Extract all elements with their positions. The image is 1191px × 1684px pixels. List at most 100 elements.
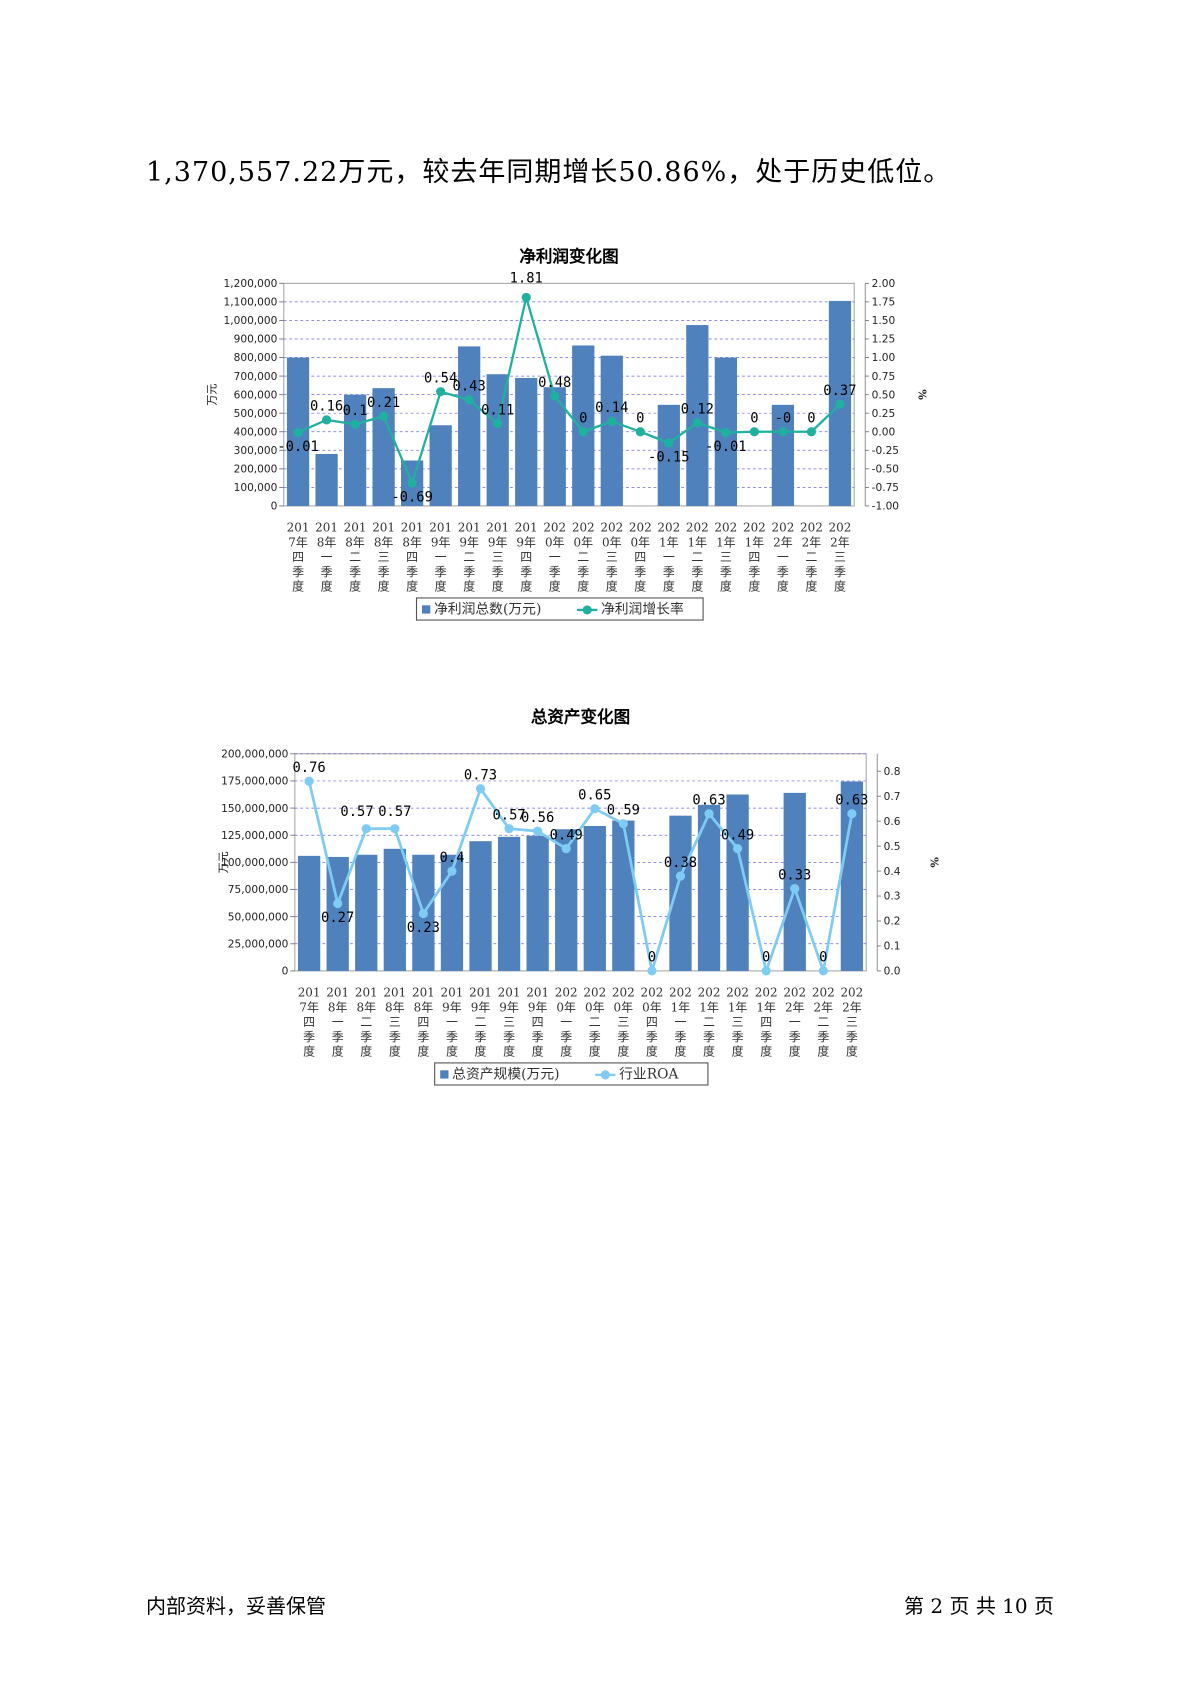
data-label-9: 0.48	[538, 375, 571, 391]
bar-13	[657, 404, 680, 506]
data-label-12: 0	[648, 950, 656, 966]
x-tick-label-19: 202 2年三季度	[840, 986, 863, 1059]
line-point-5	[436, 387, 446, 397]
data-label-15: 0.49	[721, 827, 754, 843]
x-tick-label-7: 201 9年三季度	[486, 521, 509, 594]
line-point-16	[761, 966, 771, 976]
bar-7	[486, 374, 509, 506]
total-assets-chart: 总资产变化图 0 25,000,000 50,000,000 75,000,000 100…	[175, 707, 1055, 1177]
y-tick-label: 200,000	[234, 464, 278, 476]
x-tick-label-17: 202 2年一季度	[783, 986, 806, 1059]
y2-tick-label: 0.0	[884, 966, 901, 978]
x-tick-label-3: 201 8年三季度	[372, 521, 395, 594]
x-tick-label-1: 201 8年一季度	[326, 986, 349, 1059]
data-label-4: 0.23	[407, 920, 440, 936]
data-label-15: -0.01	[705, 439, 747, 455]
bar-10	[572, 345, 595, 506]
y2-tick-label: 0.7	[884, 791, 901, 803]
bar-17	[783, 792, 806, 971]
line-point-3	[379, 411, 389, 421]
line-point-6	[464, 395, 474, 405]
x-tick-label-6: 201 9年二季度	[458, 521, 481, 594]
data-label-6: 0.73	[464, 768, 497, 784]
line-point-18	[806, 427, 817, 437]
bar-9	[555, 829, 578, 971]
y2-tick-label: 0.4	[884, 866, 901, 878]
data-label-18: 0	[819, 950, 827, 966]
data-label-3: 0.57	[378, 804, 411, 820]
x-tick-label-9: 202 0年一季度	[543, 521, 566, 594]
y-tick-label: 900,000	[234, 334, 278, 346]
line-point-12	[635, 427, 645, 437]
x-tick-label-12: 202 0年四季度	[641, 986, 664, 1059]
line-point-0	[304, 776, 314, 786]
x-tick-label-2: 201 8年二季度	[344, 521, 367, 594]
y-tick-label: 0	[271, 501, 278, 513]
x-tick-label-14: 202 1年二季度	[698, 986, 721, 1059]
chart-title: 净利润变化图	[519, 246, 618, 266]
y2-tick-label: 0.5	[884, 841, 901, 853]
bar-5	[429, 425, 452, 506]
line-point-7	[504, 824, 514, 834]
y2-tick-label: -0.50	[872, 464, 900, 476]
data-label-0: -0.01	[277, 439, 319, 455]
x-tick-label-16: 202 1年四季度	[743, 521, 766, 594]
y-tick-label: 1,100,000	[224, 297, 278, 309]
y-tick-label: 25,000,000	[228, 938, 289, 950]
line-point-2	[350, 419, 360, 429]
line-point-11	[607, 416, 617, 426]
x-tick-label-19: 202 2年三季度	[829, 521, 852, 594]
data-label-4: -0.69	[391, 489, 433, 505]
x-tick-label-8: 201 9年四季度	[515, 521, 538, 594]
line-point-15	[733, 844, 743, 854]
bar-13	[669, 815, 692, 971]
data-label-6: 0.43	[453, 379, 486, 395]
intro-paragraph: 1,370,557.22万元，较去年同期增长50.86%，处于历史低位。	[146, 157, 952, 188]
line-point-17	[790, 883, 800, 894]
line-point-14	[692, 418, 702, 428]
y2-tick-label: 0.50	[872, 389, 896, 401]
bar-14	[697, 804, 721, 971]
y2-tick-label: 1.25	[872, 334, 896, 346]
data-label-8: 1.81	[510, 271, 543, 287]
legend-bar-swatch	[440, 1070, 449, 1079]
line-point-4	[418, 908, 428, 919]
data-label-13: 0.38	[664, 855, 697, 871]
y2-tick-label: 1.00	[872, 352, 896, 364]
line-point-14	[704, 809, 714, 819]
line-point-10	[578, 427, 588, 437]
y-axis-unit: 万元	[206, 384, 219, 406]
bar-7	[497, 836, 521, 971]
legend-label-line: 行业ROA	[619, 1067, 679, 1083]
data-label-10: 0.65	[578, 788, 611, 804]
y2-tick-label: 0.6	[884, 816, 901, 828]
y2-tick-label: -1.00	[872, 501, 900, 513]
x-tick-label-12: 202 0年四季度	[629, 521, 652, 594]
bar-0	[297, 855, 321, 971]
line-point-8	[533, 826, 543, 836]
y2-tick-label: 0.8	[884, 766, 901, 778]
line-point-18	[818, 966, 828, 976]
legend-box	[434, 1062, 709, 1086]
y-tick-label: 1,000,000	[224, 315, 278, 327]
line-point-19	[835, 399, 845, 409]
y2-tick-label: 1.75	[872, 297, 896, 309]
data-label-5: 0.4	[439, 850, 464, 866]
x-tick-label-13: 202 1年一季度	[669, 986, 692, 1059]
y2-axis-unit: %	[916, 389, 929, 400]
x-tick-label-4: 201 8年四季度	[401, 521, 424, 594]
line-point-1	[333, 898, 343, 909]
y2-tick-label: 1.50	[872, 315, 896, 327]
y-axis-unit: 万元	[217, 851, 230, 873]
y-tick-label: 300,000	[234, 445, 278, 457]
y-tick-label: 700,000	[234, 371, 278, 383]
legend-label-bar: 总资产规模(万元)	[452, 1067, 559, 1083]
data-label-2: 0.1	[343, 403, 368, 419]
line-point-13	[675, 871, 686, 881]
x-tick-label-0: 201 7年四季度	[287, 521, 310, 594]
bar-19	[840, 781, 864, 971]
y-tick-label: 50,000,000	[228, 911, 289, 923]
data-label-7: 0.57	[492, 807, 525, 823]
data-label-12: 0	[636, 411, 644, 427]
line-point-2	[361, 824, 371, 834]
